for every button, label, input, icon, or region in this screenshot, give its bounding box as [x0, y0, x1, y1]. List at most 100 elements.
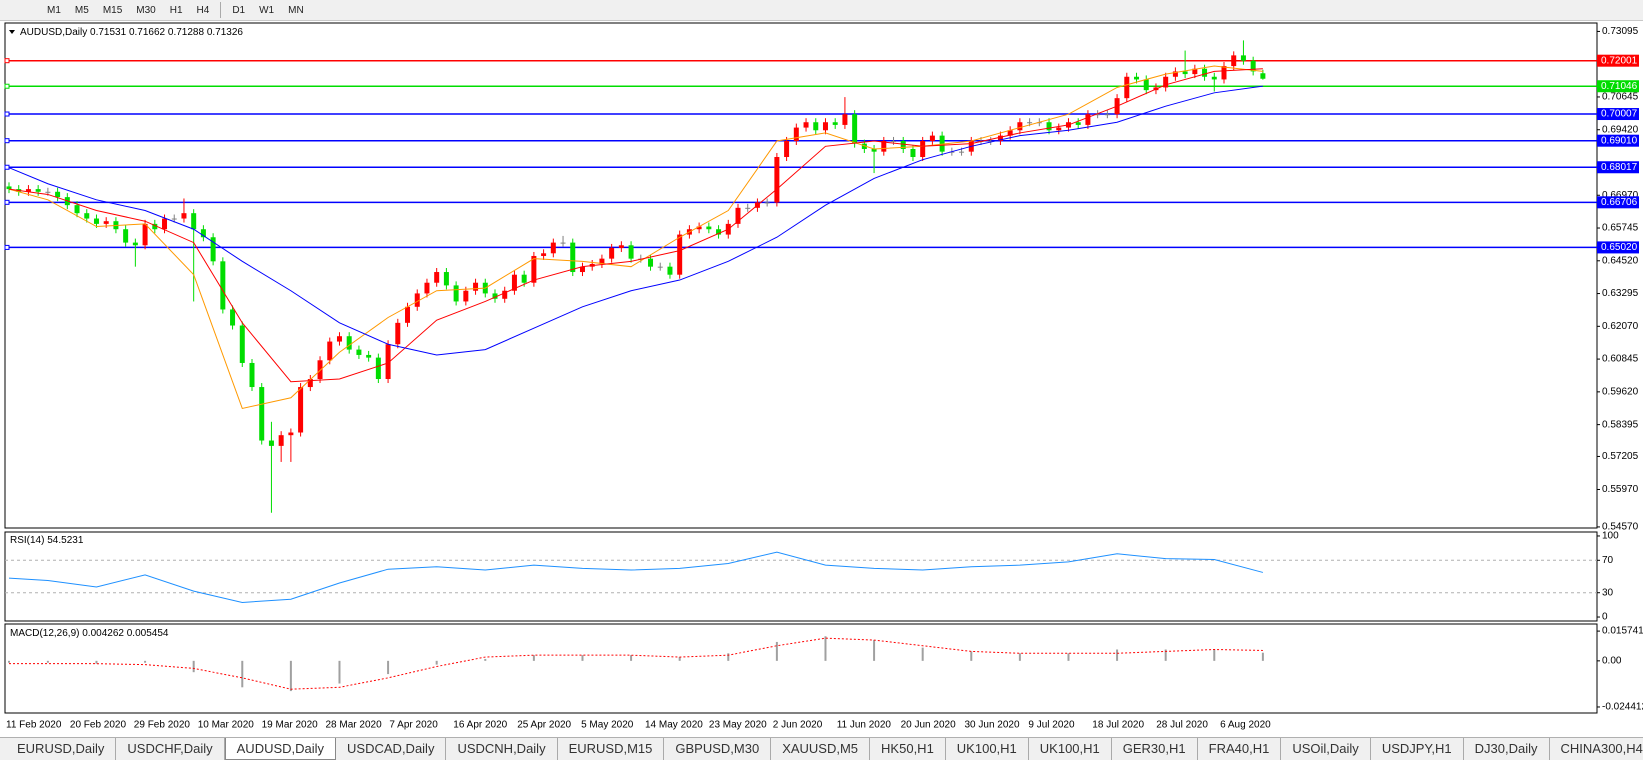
candle-body — [25, 189, 31, 192]
chart-tab[interactable]: FRA40,H1 — [1198, 738, 1282, 760]
candle-body — [443, 272, 449, 286]
chart-tab[interactable]: DJ30,Daily — [1464, 738, 1550, 760]
macd-histogram-bar — [873, 640, 876, 661]
candle-body — [35, 189, 41, 192]
candle-body — [813, 122, 819, 131]
chart-tab[interactable]: EURUSD,Daily — [6, 738, 117, 760]
y-tick-label: 0 — [1602, 612, 1608, 623]
candle-body — [891, 140, 897, 142]
macd-header: MACD(12,26,9) 0.004262 0.005454 — [10, 628, 169, 639]
x-tick-label: 28 Jul 2020 — [1156, 720, 1208, 731]
y-tick-label: 0.65745 — [1602, 223, 1639, 234]
macd-histogram-bar — [484, 658, 487, 661]
candle-body — [171, 218, 177, 220]
chart-tab[interactable]: XAUUSD,M5 — [771, 738, 871, 760]
candle-body — [677, 234, 683, 275]
macd-histogram-bar — [46, 660, 49, 663]
chart-tab[interactable]: AUDUSD,Daily — [224, 738, 337, 760]
x-tick-label: 25 Apr 2020 — [517, 720, 571, 731]
y-tick-label: 100 — [1602, 531, 1619, 542]
candle-body — [910, 148, 916, 158]
candle-body — [220, 261, 226, 310]
timeframe-button[interactable]: W1 — [259, 4, 275, 16]
chart-tab[interactable]: UK100,H1 — [946, 738, 1029, 760]
candle-body — [239, 325, 245, 363]
candle-body — [511, 274, 517, 291]
chart-tab[interactable]: EURUSD,M15 — [558, 738, 665, 760]
candle-body — [502, 290, 508, 299]
candle-body — [1124, 76, 1130, 99]
y-tick-label: 0.58395 — [1602, 419, 1639, 430]
candle-body — [541, 253, 547, 256]
chart-tab[interactable]: USDJPY,H1 — [1371, 738, 1464, 760]
level-label: 0.66706 — [1601, 197, 1638, 208]
chart-tab[interactable]: USDCNH,Daily — [446, 738, 558, 760]
candle-body — [492, 293, 498, 299]
candle-body — [123, 229, 129, 243]
macd-histogram-bar — [727, 653, 730, 661]
candle-body — [162, 218, 168, 230]
candle-body — [842, 114, 848, 125]
candle-body — [920, 140, 926, 158]
candle-body — [395, 322, 401, 345]
candle-body — [405, 306, 411, 323]
x-tick-label: 30 Jun 2020 — [965, 720, 1020, 731]
macd-histogram-bar — [1164, 649, 1167, 661]
candle-body — [706, 226, 712, 230]
x-tick-label: 6 Aug 2020 — [1220, 720, 1271, 731]
timeframe-button[interactable]: M5 — [74, 4, 89, 16]
macd-histogram-bar — [144, 660, 147, 663]
x-tick-label: 20 Feb 2020 — [70, 720, 127, 731]
level-label-box — [1597, 108, 1639, 121]
macd-histogram-bar — [1067, 653, 1070, 661]
timeframe-button[interactable]: H4 — [196, 4, 210, 16]
candle-body — [560, 242, 566, 244]
main-panel — [4, 22, 1598, 529]
candle-body — [55, 191, 61, 198]
level-label: 0.69010 — [1601, 135, 1638, 146]
chart-tab[interactable]: GER30,H1 — [1112, 738, 1198, 760]
timeframe-button[interactable]: H1 — [169, 4, 183, 16]
x-tick-label: 9 Jul 2020 — [1028, 720, 1075, 731]
candle-body — [832, 122, 838, 125]
level-handle — [4, 244, 10, 250]
chart-tab[interactable]: UK100,H1 — [1029, 738, 1112, 760]
macd-histogram-bar — [775, 641, 778, 661]
macd-panel — [4, 623, 1598, 714]
timeframe-button[interactable]: M1 — [47, 4, 61, 16]
chart-tabs: EURUSD,Daily USDCHF,Daily AUDUSD,Daily USDC… — [0, 737, 1643, 760]
x-tick-label: 7 Apr 2020 — [389, 720, 438, 731]
candle-body — [191, 213, 197, 230]
macd-histogram-bar — [1018, 653, 1021, 661]
chart-tab[interactable]: USOil,Daily — [1281, 738, 1371, 760]
timeframe-button[interactable]: D1 — [232, 4, 246, 16]
candle-body — [1260, 73, 1266, 79]
candle-body — [298, 387, 304, 433]
candle-body — [774, 157, 780, 203]
candle-body — [1172, 71, 1178, 77]
candle-body — [1095, 114, 1101, 116]
candle-body — [181, 213, 187, 219]
candle-body — [852, 114, 858, 144]
y-tick-label: 0.59620 — [1602, 386, 1639, 397]
timeframe-button[interactable]: M15 — [102, 4, 123, 16]
candle-body — [210, 237, 216, 262]
candle-body — [570, 242, 576, 273]
macd-signal-line — [9, 637, 1263, 690]
y-tick-label: 0.63295 — [1602, 288, 1639, 299]
chart-tab[interactable]: USDCAD,Daily — [336, 738, 447, 760]
macd-histogram-bar — [192, 660, 195, 673]
chart-tab[interactable]: USDCHF,Daily — [116, 738, 225, 760]
y-tick-label: 0.69420 — [1602, 124, 1639, 135]
candle-body — [375, 357, 381, 380]
candle-body — [1211, 76, 1217, 80]
timeframe-button[interactable]: MN — [288, 4, 304, 16]
timeframe-button[interactable]: M30 — [136, 4, 156, 16]
chart-tab[interactable]: CHINA300,H4 — [1550, 738, 1643, 760]
candle-body — [336, 336, 342, 342]
macd-histogram-bar — [630, 655, 633, 661]
rsi-header: RSI(14) 54.5231 — [10, 535, 84, 546]
chart-tab[interactable]: HK50,H1 — [870, 738, 946, 760]
chart-tab[interactable]: GBPUSD,M30 — [664, 738, 772, 760]
